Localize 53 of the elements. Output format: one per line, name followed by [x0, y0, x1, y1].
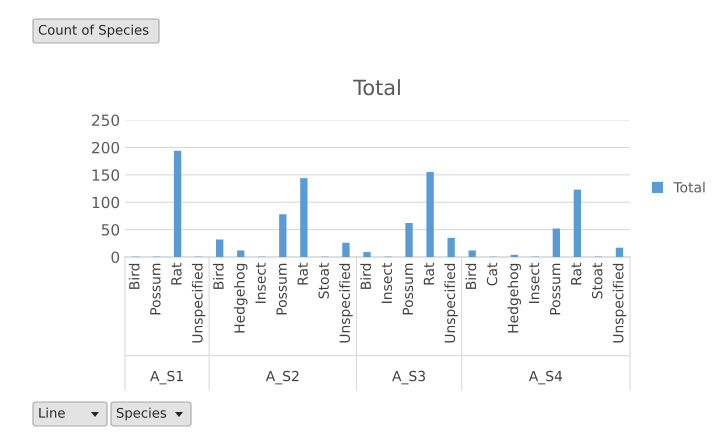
text: A_S2 [266, 370, 298, 384]
x-tick-label: Rat [298, 262, 308, 284]
x-tick-label: Bird [212, 264, 224, 289]
bar [300, 178, 308, 257]
x-tick-label: Cat [486, 262, 498, 286]
chart-title: Total [353, 79, 400, 96]
x-tick-label: Stoat [592, 262, 602, 298]
bar [552, 228, 560, 257]
bar [616, 248, 624, 257]
x-tick-label: Hedgehog [508, 264, 521, 332]
y-tick-label: 250 [92, 114, 120, 126]
bar [174, 150, 182, 257]
bar [279, 214, 286, 257]
x-tick-label: Insect [529, 262, 540, 303]
y-tick-label: 100 [92, 196, 120, 208]
y-tick-label: 150 [92, 169, 120, 181]
x-tick-label: Unspecified [444, 264, 458, 343]
text: Count of Species [38, 24, 148, 38]
text: A_S1 [150, 370, 183, 384]
bar [405, 223, 413, 257]
text: Species [116, 408, 166, 420]
bar [342, 242, 350, 257]
bar [426, 172, 434, 257]
legend-label: Total [673, 182, 705, 193]
x-tick-label: Bird [360, 264, 372, 289]
x-tick-label: Possum [402, 264, 414, 314]
bar [447, 238, 455, 257]
bar [574, 190, 582, 257]
x-tick-label: Hedgehog [234, 264, 248, 332]
text: A_S4 [528, 370, 562, 384]
y-tick-label: 200 [92, 142, 120, 154]
bar [468, 250, 476, 257]
x-tick-label: Possum [150, 264, 161, 314]
x-tick-label: Bird [465, 264, 476, 289]
x-tick-label: Unspecified [612, 264, 626, 343]
x-tick-label: Possum [550, 264, 560, 314]
x-tick-label: Unspecified [339, 264, 353, 343]
x-tick-label: Insect [255, 262, 266, 303]
bar [237, 250, 244, 257]
bar [363, 252, 371, 257]
x-tick-label: Insect [382, 262, 392, 303]
text: A_S3 [392, 370, 425, 384]
y-tick-label: 50 [102, 224, 120, 236]
y-tick-label: 0 [111, 251, 120, 264]
text: Line [39, 408, 65, 418]
bar [216, 239, 224, 257]
x-tick-label: Rat [171, 262, 182, 284]
x-tick-label: Rat [571, 262, 582, 284]
x-tick-label: Possum [276, 264, 287, 314]
x-tick-label: Rat [424, 262, 434, 284]
x-tick-label: Unspecified [192, 264, 206, 343]
x-tick-label: Bird [128, 264, 140, 289]
x-tick-label: Stoat [318, 262, 329, 298]
